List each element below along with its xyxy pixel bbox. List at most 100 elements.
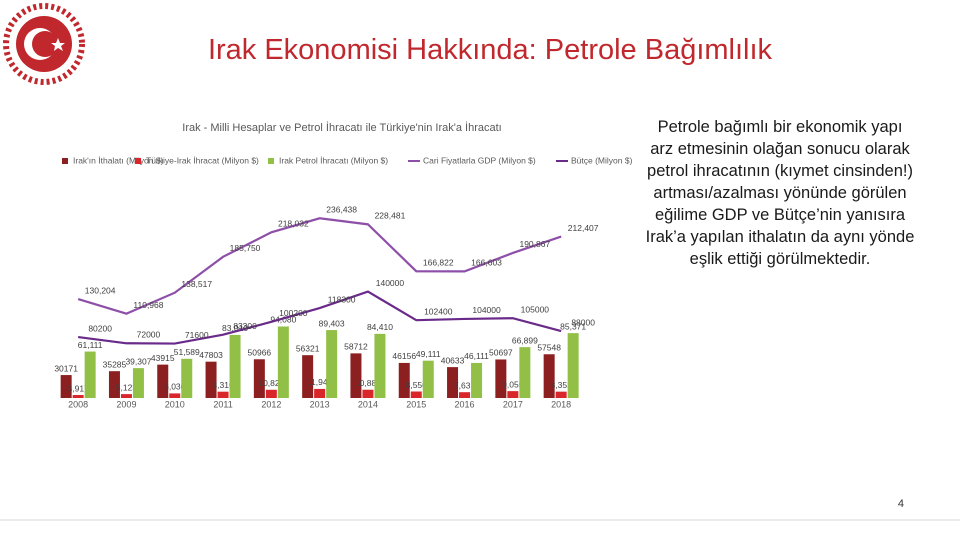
bar: [471, 362, 483, 398]
data-label: 10,888: [355, 378, 381, 388]
side-text: Petrole bağımlı bir ekonomik yapı arz et…: [645, 118, 915, 268]
data-label: 84,410: [367, 322, 393, 332]
data-label: 10,822: [258, 378, 284, 388]
data-label: 30171: [54, 363, 78, 373]
bar: [374, 333, 386, 398]
bar: [217, 391, 229, 398]
data-label: 140000: [376, 278, 405, 288]
data-label: 50966: [248, 348, 272, 358]
data-label: 56321: [296, 343, 320, 353]
slide-title: Irak Ekonomisi Hakkında: Petrole Bağımlı…: [207, 34, 773, 66]
data-label: 5,123: [116, 382, 138, 392]
data-label: 94,080: [270, 315, 296, 325]
data-label: 102400: [424, 306, 453, 316]
data-label: 118300: [328, 294, 356, 304]
legend-label: Cari Fiyatlarla GDP (Milyon $): [423, 155, 536, 165]
bar: [253, 359, 265, 398]
bar: [350, 353, 362, 398]
bar: [120, 394, 132, 398]
bar: [519, 347, 531, 398]
data-label: 39,307: [125, 356, 151, 366]
data-label: 105000: [521, 304, 550, 314]
x-tick-label: 2011: [213, 399, 232, 409]
x-tick-label: 2018: [551, 399, 571, 409]
bar: [410, 391, 422, 398]
logo: [3, 3, 85, 85]
data-label: 130,204: [85, 285, 116, 295]
data-label: 43915: [151, 353, 175, 363]
legend-label: Türkiye-Irak İhracat (Milyon $): [146, 155, 259, 165]
data-label: 110,968: [133, 300, 163, 310]
data-label: 40633: [441, 355, 465, 365]
bar: [157, 364, 169, 398]
chart: Irak - Milli Hesaplar ve Petrol İhracatı…: [54, 121, 633, 409]
data-label: 3,917: [68, 383, 90, 393]
x-tick-label: 2014: [358, 399, 378, 409]
data-label: 190,867: [519, 239, 550, 249]
bar: [72, 395, 84, 398]
bar: [422, 360, 434, 398]
bar: [555, 391, 567, 398]
data-label: 166,822: [423, 257, 454, 267]
bar: [60, 375, 72, 398]
bar: [277, 326, 289, 398]
data-label: 218,032: [278, 219, 309, 229]
bar: [495, 359, 507, 398]
bar: [84, 351, 96, 398]
data-label: 46156: [392, 351, 416, 361]
legend-swatch: [135, 158, 141, 164]
data-label: 185,750: [230, 243, 261, 253]
legend-swatch: [268, 158, 274, 164]
bar: [507, 391, 519, 398]
bar: [314, 388, 326, 398]
data-label: 80200: [88, 323, 112, 333]
data-label: 8,550: [406, 380, 428, 390]
data-label: 58712: [344, 342, 368, 352]
legend-label: Irak'ın İthalatı (Milyon $): [73, 155, 164, 165]
data-label: 138,517: [181, 279, 212, 289]
data-label: 71600: [185, 330, 209, 340]
data-label: 85,371: [560, 321, 586, 331]
bar: [205, 361, 217, 398]
x-tick-label: 2015: [406, 399, 426, 409]
bar: [132, 368, 144, 398]
bar: [181, 358, 193, 398]
data-label: 104000: [472, 305, 501, 315]
legend-swatch: [62, 158, 68, 164]
data-label: 6,036: [164, 382, 186, 392]
bar: [169, 393, 181, 398]
data-label: 100200: [279, 308, 308, 318]
data-label: 66,899: [512, 335, 538, 345]
data-label: 61,111: [78, 340, 103, 350]
x-tick-label: 2016: [455, 399, 475, 409]
bar: [447, 367, 459, 398]
bar: [543, 354, 555, 398]
data-label: 11,949: [307, 377, 333, 387]
x-tick-label: 2012: [261, 399, 281, 409]
data-label: 35285: [103, 359, 127, 369]
bar: [302, 355, 314, 398]
bar: [108, 371, 120, 398]
data-label: 83,010: [222, 323, 248, 333]
bar: [229, 334, 241, 398]
x-tick-label: 2017: [503, 399, 523, 409]
data-label: 89,403: [319, 318, 345, 328]
data-label: 88000: [571, 317, 595, 327]
data-label: 46,111: [464, 351, 489, 361]
chart-title: Irak - Milli Hesaplar ve Petrol İhracatı…: [182, 121, 501, 134]
x-tick-label: 2010: [165, 399, 185, 409]
bar: [326, 330, 338, 398]
line: [77, 217, 562, 315]
data-label: 51,589: [174, 347, 200, 357]
legend-label: Bütçe (Milyon $): [571, 155, 633, 165]
bar: [398, 362, 410, 398]
legend-label: Irak Petrol İhracatı (Milyon $): [279, 155, 388, 165]
data-label: 7,637: [454, 380, 476, 390]
data-label: 8,351: [551, 380, 573, 390]
data-label: 50697: [489, 348, 513, 358]
data-label: 166,603: [471, 258, 502, 268]
data-label: 47803: [199, 350, 223, 360]
page-number: 4: [897, 498, 904, 510]
x-tick-label: 2008: [68, 399, 88, 409]
